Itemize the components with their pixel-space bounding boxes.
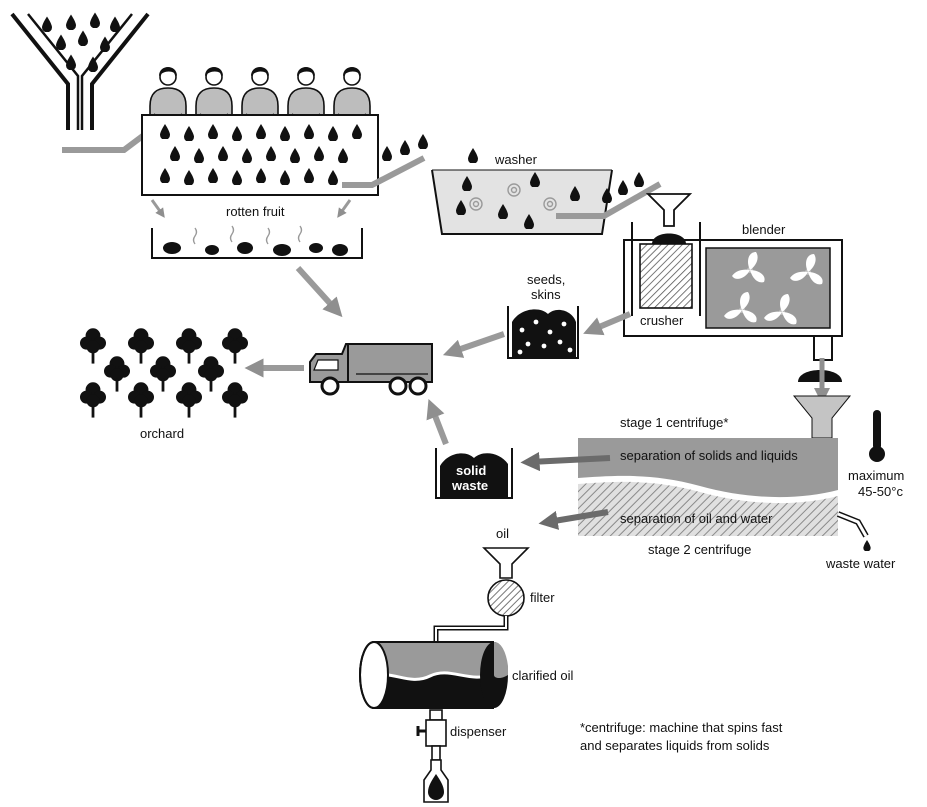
rotten-fruit-to-truck-arrow (295, 265, 343, 318)
thermometer-icon (869, 410, 885, 462)
label-seeds-line2: skins (531, 287, 561, 302)
label-sep-oil: separation of oil and water (620, 511, 773, 526)
label-solid-line2: waste (451, 478, 488, 493)
label-temp-line2: 45-50°c (858, 484, 903, 499)
label-sep-solids: separation of solids and liquids (620, 448, 798, 463)
filter-chamber (487, 579, 525, 617)
label-rotten-fruit: rotten fruit (226, 204, 285, 219)
crusher-hatched-chamber (639, 243, 693, 309)
seeds (517, 319, 573, 355)
oil-bottle (423, 759, 449, 803)
centrifuge-to-solid-waste-arrow (520, 451, 611, 472)
label-oil: oil (496, 526, 509, 541)
label-orchard: orchard (140, 426, 184, 441)
centrifuge-to-oil-arrow (538, 509, 609, 530)
blender-outlet-pipe (813, 336, 833, 361)
label-blender: blender (742, 222, 786, 237)
label-washer: washer (494, 152, 538, 167)
washer-tank (431, 169, 613, 235)
seeds-to-truck-arrow (442, 331, 505, 358)
label-stage2: stage 2 centrifuge (648, 542, 751, 557)
waste-water-drop (863, 540, 871, 551)
label-filter: filter (530, 590, 555, 605)
centrifuge-inlet-funnel (792, 395, 852, 439)
dispenser-nozzle (416, 709, 447, 761)
waste-water-pipe (836, 511, 869, 538)
crusher-press (652, 233, 686, 244)
crusher-to-seeds-arrow (583, 311, 632, 336)
filter-funnel (482, 547, 530, 579)
rotten-fruit-arrow-right (337, 199, 352, 218)
washer-to-crusher-chute (556, 181, 662, 219)
centrifuge-stage1-body (578, 438, 838, 498)
crusher-frame (631, 222, 701, 316)
label-temp-line1: maximum (848, 468, 904, 483)
label-clarified-oil: clarified oil (512, 668, 574, 683)
crusher-funnel (645, 193, 693, 227)
footnote-line2: and separates liquids from solids (580, 738, 770, 753)
footnote-line1: *centrifuge: machine that spins fast (580, 720, 783, 735)
rotten-fruits (163, 225, 348, 256)
sorting-workers (149, 66, 371, 122)
label-solid-line1: solid (456, 463, 486, 478)
label-dispenser: dispenser (450, 724, 507, 739)
hopper-chute (62, 129, 150, 153)
label-seeds-line1: seeds, (527, 272, 565, 287)
centrifuge-stage2-body (578, 481, 838, 536)
label-stage1: stage 1 centrifuge* (620, 415, 728, 430)
rotten-fruit-arrow-left (150, 199, 165, 218)
rotten-fruit-tray (151, 228, 363, 259)
filter-to-tank-pipe (433, 616, 509, 644)
orchard-trees (80, 328, 248, 418)
input-hopper (10, 12, 150, 130)
waste-truck (309, 343, 433, 396)
washer-swirls (469, 183, 557, 211)
solid-waste-pile (440, 453, 508, 498)
label-crusher: crusher (640, 313, 684, 328)
label-waste-water: waste water (825, 556, 896, 571)
clarified-oil-tank (359, 641, 508, 709)
waste-water-pipe-inner (837, 512, 868, 537)
solid-waste-to-truck-arrow (426, 399, 449, 446)
processing-unit-frame (623, 239, 843, 337)
table-to-washer-chute (342, 155, 426, 188)
filter-to-tank-pipe-inner (435, 616, 507, 644)
